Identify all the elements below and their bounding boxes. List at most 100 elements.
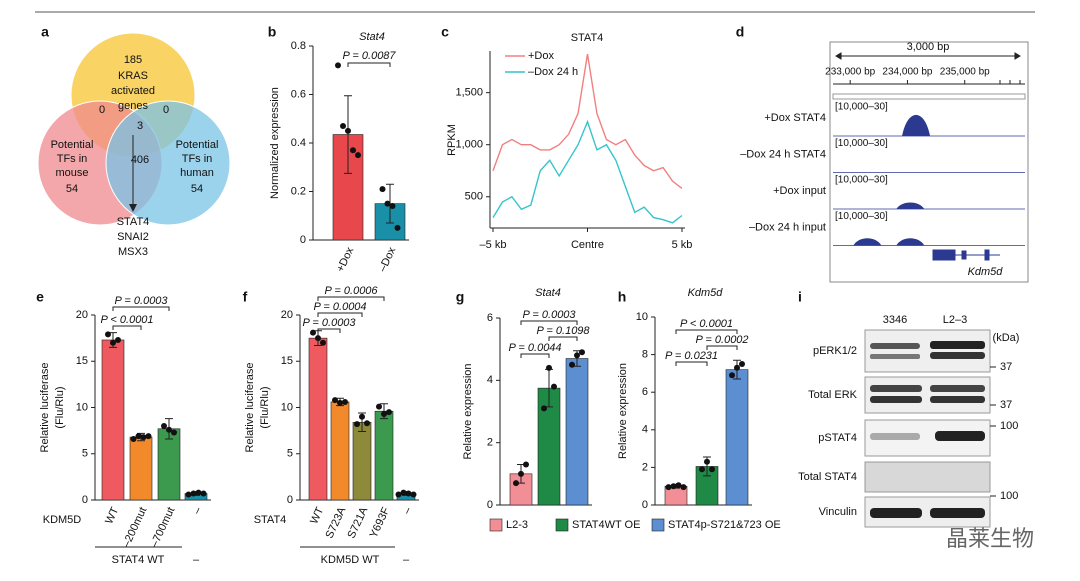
group-label: – — [403, 554, 410, 566]
p-value: P = 0.0231 — [665, 350, 718, 362]
data-point — [734, 364, 740, 371]
arrow-head — [129, 204, 137, 212]
y-axis-label: Relative luciferase — [244, 363, 256, 453]
panel-letter: e — [36, 289, 44, 305]
y-tick-label: 0 — [642, 499, 648, 511]
track-label: –Dox 24 h input — [749, 221, 826, 233]
data-point — [670, 483, 677, 490]
p-value: P = 0.0003 — [522, 309, 576, 321]
data-point — [171, 429, 177, 436]
row-label: STAT4 — [254, 514, 287, 526]
bracket — [706, 345, 738, 350]
p-value: P = 0.1098 — [536, 325, 590, 337]
data-point — [541, 405, 547, 412]
gene-label: Kdm5d — [968, 266, 1004, 278]
data-point — [185, 491, 192, 498]
bar — [101, 339, 125, 501]
data-point — [381, 410, 387, 417]
bracket — [675, 329, 738, 334]
span-arrow — [835, 52, 1021, 60]
y-tick-label: 2 — [487, 437, 493, 449]
data-point — [335, 62, 341, 69]
x-tick-label: +Dox — [334, 245, 356, 274]
y-tick-label: 5 — [287, 448, 293, 460]
legend-label: STAT4p-S721&723 OE — [668, 519, 781, 531]
x-tick-label: 234,000 bp — [882, 67, 932, 78]
y-tick-label: 5 — [82, 448, 88, 460]
overlap-count: 3 — [137, 120, 143, 132]
bar — [308, 337, 328, 501]
data-point — [110, 339, 116, 346]
legend-label: L2-3 — [506, 519, 528, 531]
data-point — [315, 335, 321, 342]
y-tick-label: 1,500 — [455, 87, 483, 99]
data-point — [518, 470, 524, 477]
data-point — [410, 491, 417, 498]
data-point — [332, 397, 338, 404]
p-value: P < 0.0001 — [100, 314, 153, 326]
p-value: P = 0.0003 — [302, 317, 356, 329]
data-point — [574, 352, 580, 359]
y-axis-label: Relative expression — [462, 364, 474, 460]
data-point — [161, 423, 167, 429]
p-value: P = 0.0087 — [342, 50, 396, 62]
y-tick-label: 4 — [642, 424, 648, 436]
x-tick-label: WT — [308, 505, 326, 526]
y-tick-label: 0 — [487, 499, 493, 511]
y-tick-label: 20 — [76, 309, 88, 321]
x-tick-label: –5 kb — [480, 239, 507, 251]
set-label: activated — [111, 85, 155, 97]
y-tick-label: 15 — [76, 355, 88, 367]
data-point — [395, 491, 402, 498]
span-label: 3,000 bp — [907, 41, 950, 53]
venn-set — [105, 100, 231, 226]
data-point — [546, 364, 552, 371]
gene-name: SNAI2 — [117, 231, 149, 243]
panel-letter: f — [243, 289, 248, 305]
x-tick-label: WT — [103, 505, 121, 526]
x-tick-label: Y693F — [368, 505, 393, 540]
p-value: P = 0.0006 — [324, 285, 378, 297]
bracket — [675, 361, 708, 366]
bracket — [112, 325, 142, 330]
bar — [352, 421, 372, 501]
y-tick-label: 15 — [281, 355, 293, 367]
bar — [725, 369, 749, 506]
data-point — [699, 466, 705, 473]
set-label: KRAS — [118, 70, 148, 82]
y-tick-label: 0.2 — [291, 185, 306, 197]
y-axis-label: RPKM — [446, 124, 458, 156]
overlap-count: 406 — [131, 154, 149, 166]
data-point — [135, 433, 142, 440]
data-point — [680, 484, 687, 491]
panel-letter: h — [618, 289, 627, 305]
data-point — [569, 361, 575, 368]
gene-model — [932, 249, 1000, 261]
data-point — [166, 426, 172, 433]
gene-name: MSX3 — [118, 246, 148, 258]
set-label: TFs in — [182, 153, 213, 165]
data-point — [709, 466, 715, 473]
data-point — [140, 434, 147, 441]
y-tick-label: 6 — [487, 312, 493, 324]
bar — [330, 401, 350, 501]
peak — [896, 238, 925, 246]
panel-letter: d — [736, 24, 745, 40]
x-tick-label: 233,000 bp — [825, 67, 875, 78]
panel-title: Stat4 — [359, 31, 385, 43]
bracket — [317, 296, 385, 301]
legend-label: –Dox 24 h — [528, 66, 578, 78]
data-point — [200, 490, 207, 497]
track-label: +Dox STAT4 — [764, 112, 826, 124]
track-range: [10,000–30] — [835, 211, 888, 222]
legend-swatch — [489, 518, 503, 532]
legend-swatch — [555, 518, 569, 532]
bracket — [112, 306, 170, 311]
panel-title: STAT4 — [571, 32, 604, 44]
blot — [864, 329, 991, 528]
data-point — [340, 123, 346, 130]
y-axis-label: Relative luciferase — [39, 363, 51, 453]
data-point — [337, 399, 343, 406]
data-point — [310, 329, 316, 336]
